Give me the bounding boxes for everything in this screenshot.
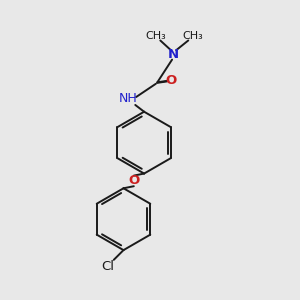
Text: CH₃: CH₃: [182, 31, 203, 41]
Text: O: O: [128, 174, 140, 188]
Text: CH₃: CH₃: [146, 31, 166, 41]
Text: Cl: Cl: [101, 260, 114, 273]
Text: NH: NH: [118, 92, 137, 105]
Text: N: N: [168, 48, 179, 61]
Text: O: O: [166, 74, 177, 87]
